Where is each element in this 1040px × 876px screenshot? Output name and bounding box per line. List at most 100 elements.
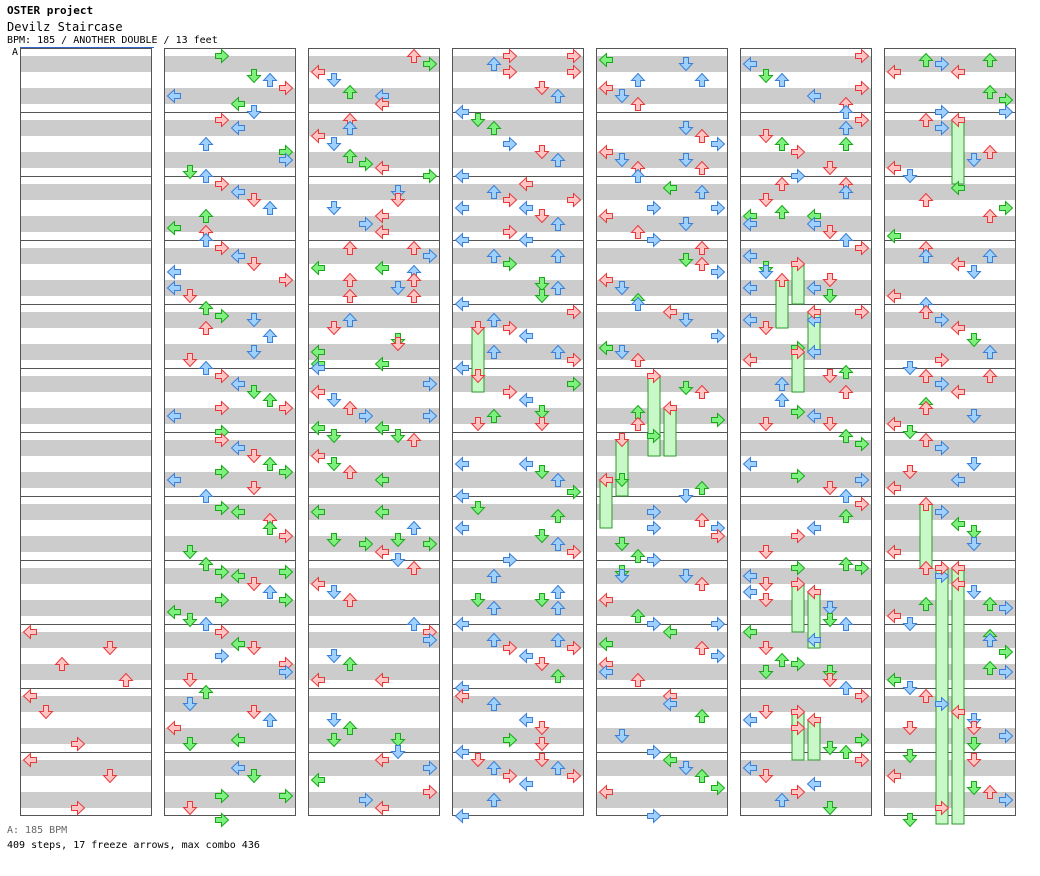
left-arrow-icon bbox=[166, 604, 181, 620]
down-arrow-icon bbox=[326, 201, 342, 216]
beat-band bbox=[452, 376, 584, 392]
right-arrow-icon bbox=[711, 412, 726, 428]
down-arrow-icon bbox=[614, 729, 630, 744]
down-arrow-icon bbox=[966, 457, 982, 472]
up-arrow-icon bbox=[694, 480, 710, 495]
beat-band bbox=[596, 344, 728, 360]
up-arrow-icon bbox=[694, 384, 710, 399]
down-arrow-icon bbox=[326, 429, 342, 444]
left-arrow-icon bbox=[806, 280, 821, 296]
right-arrow-icon bbox=[711, 264, 726, 280]
down-arrow-icon bbox=[758, 593, 774, 608]
right-arrow-icon bbox=[647, 552, 662, 568]
beat-band bbox=[740, 440, 872, 456]
up-arrow-icon bbox=[918, 368, 934, 383]
down-arrow-icon bbox=[246, 105, 262, 120]
down-arrow-icon bbox=[966, 737, 982, 752]
beat-band bbox=[164, 472, 296, 488]
down-arrow-icon bbox=[822, 801, 838, 816]
left-arrow-icon bbox=[310, 576, 325, 592]
beat-band bbox=[596, 440, 728, 456]
down-arrow-icon bbox=[102, 769, 118, 784]
down-arrow-icon bbox=[758, 193, 774, 208]
down-arrow-icon bbox=[390, 745, 406, 760]
right-arrow-icon bbox=[359, 216, 374, 232]
right-arrow-icon bbox=[855, 496, 870, 512]
left-arrow-icon bbox=[230, 504, 245, 520]
up-arrow-icon bbox=[342, 720, 358, 735]
right-arrow-icon bbox=[215, 432, 230, 448]
left-arrow-icon bbox=[886, 228, 901, 244]
right-arrow-icon bbox=[215, 592, 230, 608]
right-arrow-icon bbox=[503, 256, 518, 272]
down-arrow-icon bbox=[182, 697, 198, 712]
right-arrow-icon bbox=[503, 768, 518, 784]
freeze-head-arrow-icon bbox=[647, 368, 662, 384]
right-arrow-icon bbox=[215, 648, 230, 664]
up-arrow-icon bbox=[486, 120, 502, 135]
down-arrow-icon bbox=[758, 769, 774, 784]
beat-band bbox=[20, 472, 152, 488]
beat-band bbox=[596, 568, 728, 584]
down-arrow-icon bbox=[614, 569, 630, 584]
down-arrow-icon bbox=[182, 545, 198, 560]
up-arrow-icon bbox=[838, 488, 854, 503]
down-arrow-icon bbox=[326, 649, 342, 664]
right-arrow-icon bbox=[215, 400, 230, 416]
up-arrow-icon bbox=[342, 148, 358, 163]
down-arrow-icon bbox=[966, 265, 982, 280]
right-arrow-icon bbox=[647, 200, 662, 216]
right-arrow-icon bbox=[855, 304, 870, 320]
down-arrow-icon bbox=[390, 733, 406, 748]
left-arrow-icon bbox=[518, 328, 533, 344]
beat-band bbox=[596, 728, 728, 744]
right-arrow-icon bbox=[71, 800, 86, 816]
left-arrow-icon bbox=[374, 224, 389, 240]
beat-band bbox=[452, 664, 584, 680]
beat-band bbox=[164, 120, 296, 136]
right-arrow-icon bbox=[359, 156, 374, 172]
left-arrow-icon bbox=[598, 80, 613, 96]
left-arrow-icon bbox=[886, 160, 901, 176]
down-arrow-icon bbox=[182, 801, 198, 816]
left-arrow-icon bbox=[310, 504, 325, 520]
left-arrow-icon bbox=[310, 672, 325, 688]
beat-band bbox=[596, 664, 728, 680]
right-arrow-icon bbox=[215, 112, 230, 128]
down-arrow-icon bbox=[678, 121, 694, 136]
right-arrow-icon bbox=[215, 812, 230, 828]
left-arrow-icon bbox=[374, 544, 389, 560]
down-arrow-icon bbox=[390, 533, 406, 548]
up-arrow-icon bbox=[694, 128, 710, 143]
right-arrow-icon bbox=[999, 644, 1014, 660]
right-arrow-icon bbox=[647, 428, 662, 444]
left-arrow-icon bbox=[166, 264, 181, 280]
left-arrow-icon bbox=[374, 800, 389, 816]
left-arrow-icon bbox=[886, 416, 901, 432]
down-arrow-icon bbox=[678, 253, 694, 268]
right-arrow-icon bbox=[647, 232, 662, 248]
beat-band bbox=[884, 120, 1016, 136]
beat-band bbox=[308, 280, 440, 296]
down-arrow-icon bbox=[326, 533, 342, 548]
beat-band bbox=[20, 440, 152, 456]
left-arrow-icon bbox=[374, 472, 389, 488]
left-arrow-icon bbox=[374, 260, 389, 276]
beat-band bbox=[884, 56, 1016, 72]
right-arrow-icon bbox=[359, 536, 374, 552]
up-arrow-icon bbox=[406, 616, 422, 631]
right-arrow-icon bbox=[279, 272, 294, 288]
beat-band bbox=[20, 216, 152, 232]
beat-band bbox=[740, 472, 872, 488]
right-arrow-icon bbox=[423, 408, 438, 424]
right-arrow-icon bbox=[711, 200, 726, 216]
left-arrow-icon bbox=[742, 312, 757, 328]
beat-band bbox=[884, 632, 1016, 648]
chart-info: BPM: 185 / ANOTHER DOUBLE / 13 feet bbox=[7, 35, 218, 46]
right-arrow-icon bbox=[215, 500, 230, 516]
right-arrow-icon bbox=[215, 464, 230, 480]
up-arrow-icon bbox=[262, 392, 278, 407]
beat-band bbox=[164, 536, 296, 552]
up-arrow-icon bbox=[54, 656, 70, 671]
up-arrow-icon bbox=[774, 176, 790, 191]
